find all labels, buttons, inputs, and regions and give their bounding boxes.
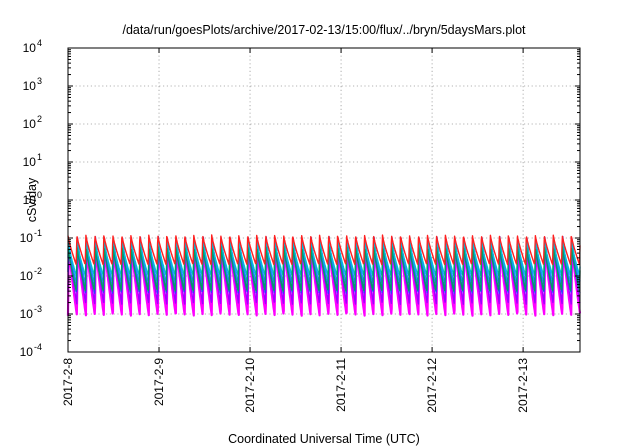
y-tick-label: 101 bbox=[23, 152, 42, 169]
grid bbox=[68, 48, 580, 352]
x-tick-label: 2017-2-12 bbox=[425, 358, 439, 413]
series-line bbox=[67, 241, 581, 277]
y-tick-label: 10-2 bbox=[20, 266, 42, 283]
y-tick-label: 10-3 bbox=[20, 304, 42, 321]
y-tick-label: 102 bbox=[23, 114, 42, 131]
y-axis-label: cSv/day bbox=[25, 177, 39, 222]
x-tick-label: 2017-2-8 bbox=[61, 358, 75, 406]
x-tick-label: 2017-2-9 bbox=[152, 358, 166, 406]
y-tick-label: 10-1 bbox=[20, 228, 42, 245]
y-tick-label: 10-4 bbox=[20, 342, 42, 359]
chart-title: /data/run/goesPlots/archive/2017-02-13/1… bbox=[122, 23, 526, 37]
series-line bbox=[66, 243, 582, 317]
x-axis: 2017-2-8 2017-2-9 2017-2-10 2017-2-11 2017-2… bbox=[61, 48, 530, 413]
series-layer bbox=[66, 234, 582, 317]
x-tick-label: 2017-2-11 bbox=[334, 358, 348, 412]
x-tick-label: 2017-2-10 bbox=[243, 358, 257, 413]
y-tick-label: 103 bbox=[23, 76, 42, 93]
y-tick-label: 104 bbox=[23, 38, 42, 55]
x-tick-label: 2017-2-13 bbox=[516, 358, 530, 413]
series-line bbox=[67, 245, 581, 292]
x-axis-label: Coordinated Universal Time (UTC) bbox=[228, 432, 420, 446]
series-line bbox=[67, 234, 581, 266]
